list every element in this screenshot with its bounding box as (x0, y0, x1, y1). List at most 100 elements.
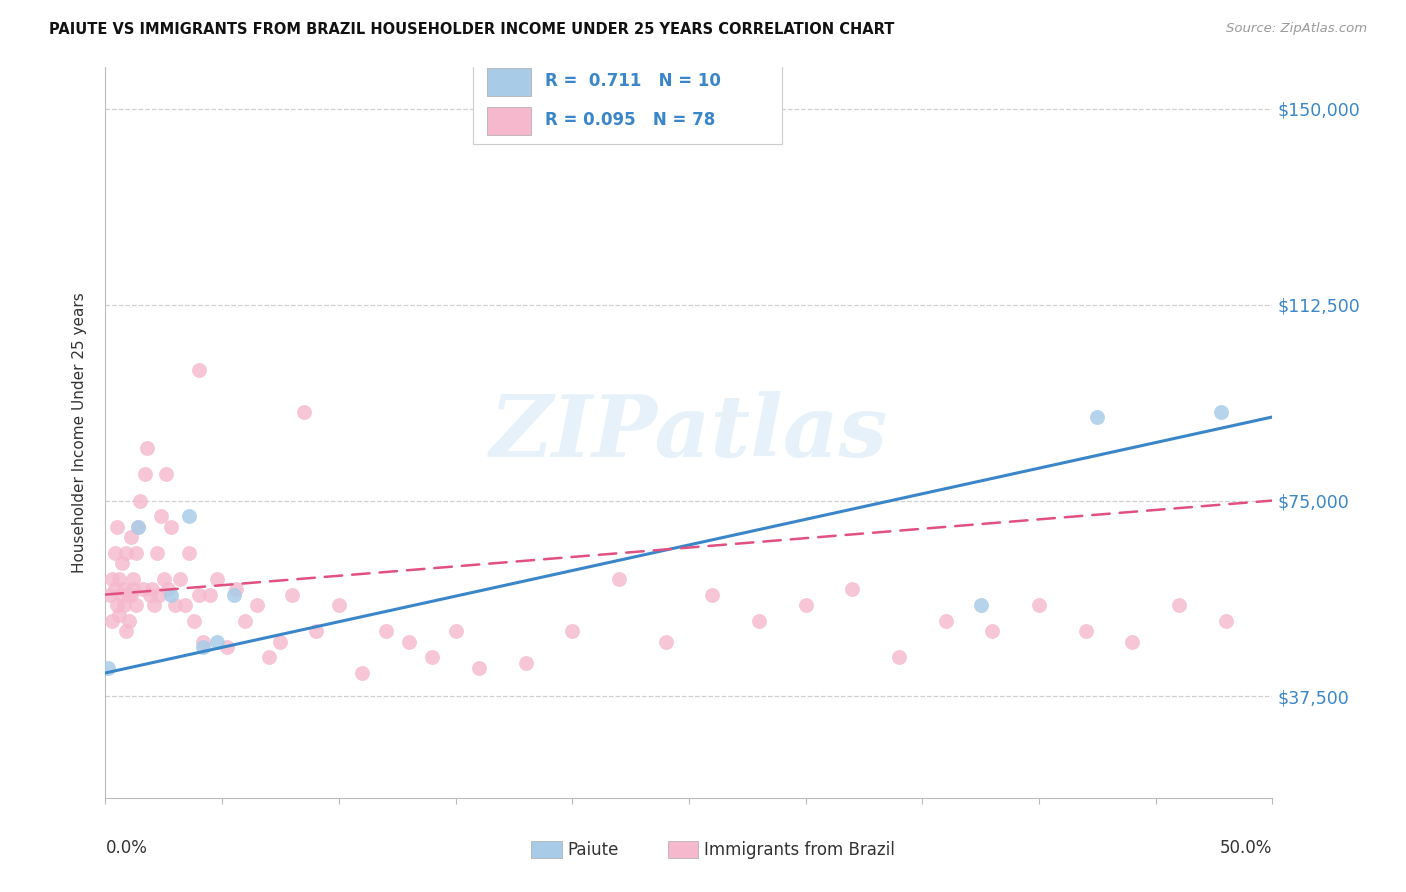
Text: ZIPatlas: ZIPatlas (489, 391, 889, 475)
Point (1121, 634, 1143, 648)
Point (165, 598, 187, 612)
Point (136, 442, 159, 456)
Point (115, 624, 138, 639)
Point (122, 582, 145, 597)
Point (935, 614, 957, 628)
Point (112, 598, 135, 612)
Point (246, 598, 269, 612)
Text: R = 0.095   N = 78: R = 0.095 N = 78 (546, 111, 716, 128)
Point (111, 588, 134, 602)
Point (157, 582, 180, 597)
Point (654, 634, 676, 648)
Point (515, 656, 537, 670)
Point (129, 493, 152, 508)
Point (141, 582, 163, 597)
Point (207, 634, 229, 648)
Point (187, 588, 209, 602)
Point (105, 598, 128, 612)
Point (111, 556, 134, 570)
Point (155, 467, 177, 482)
Y-axis label: Householder Income Under 25 years: Householder Income Under 25 years (72, 293, 87, 573)
Point (108, 572, 131, 586)
Point (1087, 409, 1109, 424)
Point (1028, 598, 1050, 612)
Point (215, 640, 238, 654)
Text: 50.0%: 50.0% (1220, 838, 1272, 856)
Point (146, 546, 169, 560)
Point (104, 546, 127, 560)
Point (125, 546, 148, 560)
Point (143, 598, 166, 612)
Point (150, 509, 173, 524)
Text: Source: ZipAtlas.com: Source: ZipAtlas.com (1226, 22, 1367, 36)
Point (444, 624, 467, 639)
Point (159, 588, 181, 602)
Point (187, 363, 209, 377)
Point (270, 634, 292, 648)
Point (748, 614, 770, 628)
Text: Paiute: Paiute (568, 840, 619, 858)
Point (120, 588, 142, 602)
Point (1074, 624, 1097, 639)
Point (173, 598, 195, 612)
Point (970, 598, 993, 612)
Point (118, 614, 141, 628)
Point (101, 614, 124, 628)
Text: R =  0.711   N = 10: R = 0.711 N = 10 (546, 72, 721, 90)
Point (132, 582, 155, 597)
Point (148, 588, 170, 602)
Point (169, 572, 191, 586)
Point (841, 582, 863, 597)
Point (105, 519, 128, 533)
Point (127, 519, 149, 533)
Point (112, 582, 135, 597)
Point (153, 572, 174, 586)
Point (134, 467, 156, 482)
Text: Immigrants from Brazil: Immigrants from Brazil (704, 840, 896, 858)
Point (794, 598, 817, 612)
Point (193, 634, 215, 648)
Point (120, 530, 142, 544)
Point (104, 582, 127, 597)
Point (159, 519, 181, 533)
Point (179, 546, 201, 560)
Point (702, 588, 724, 602)
Point (183, 614, 205, 628)
Point (108, 608, 131, 623)
Point (1215, 614, 1237, 628)
Point (352, 665, 374, 680)
Point (398, 634, 420, 648)
Point (281, 588, 304, 602)
Point (193, 640, 215, 654)
Point (374, 624, 396, 639)
FancyBboxPatch shape (668, 841, 699, 858)
Point (179, 509, 201, 524)
Point (125, 598, 148, 612)
Point (139, 588, 162, 602)
Point (304, 624, 326, 639)
Point (222, 588, 245, 602)
Point (97, 661, 120, 675)
FancyBboxPatch shape (531, 841, 562, 858)
FancyBboxPatch shape (472, 60, 782, 144)
Point (1209, 405, 1232, 419)
Point (200, 588, 222, 602)
Point (235, 614, 257, 628)
Point (118, 588, 141, 602)
Point (292, 405, 315, 419)
Point (981, 624, 1004, 639)
Point (122, 572, 145, 586)
Text: PAIUTE VS IMMIGRANTS FROM BRAZIL HOUSEHOLDER INCOME UNDER 25 YEARS CORRELATION C: PAIUTE VS IMMIGRANTS FROM BRAZIL HOUSEHO… (49, 22, 894, 37)
FancyBboxPatch shape (486, 107, 531, 135)
Point (468, 661, 491, 675)
Point (127, 519, 149, 533)
Point (207, 572, 229, 586)
Point (1168, 598, 1191, 612)
Point (115, 546, 138, 560)
FancyBboxPatch shape (486, 69, 531, 96)
Point (420, 650, 443, 665)
Text: 0.0%: 0.0% (105, 838, 148, 856)
Point (101, 572, 124, 586)
Point (607, 572, 630, 586)
Point (257, 650, 280, 665)
